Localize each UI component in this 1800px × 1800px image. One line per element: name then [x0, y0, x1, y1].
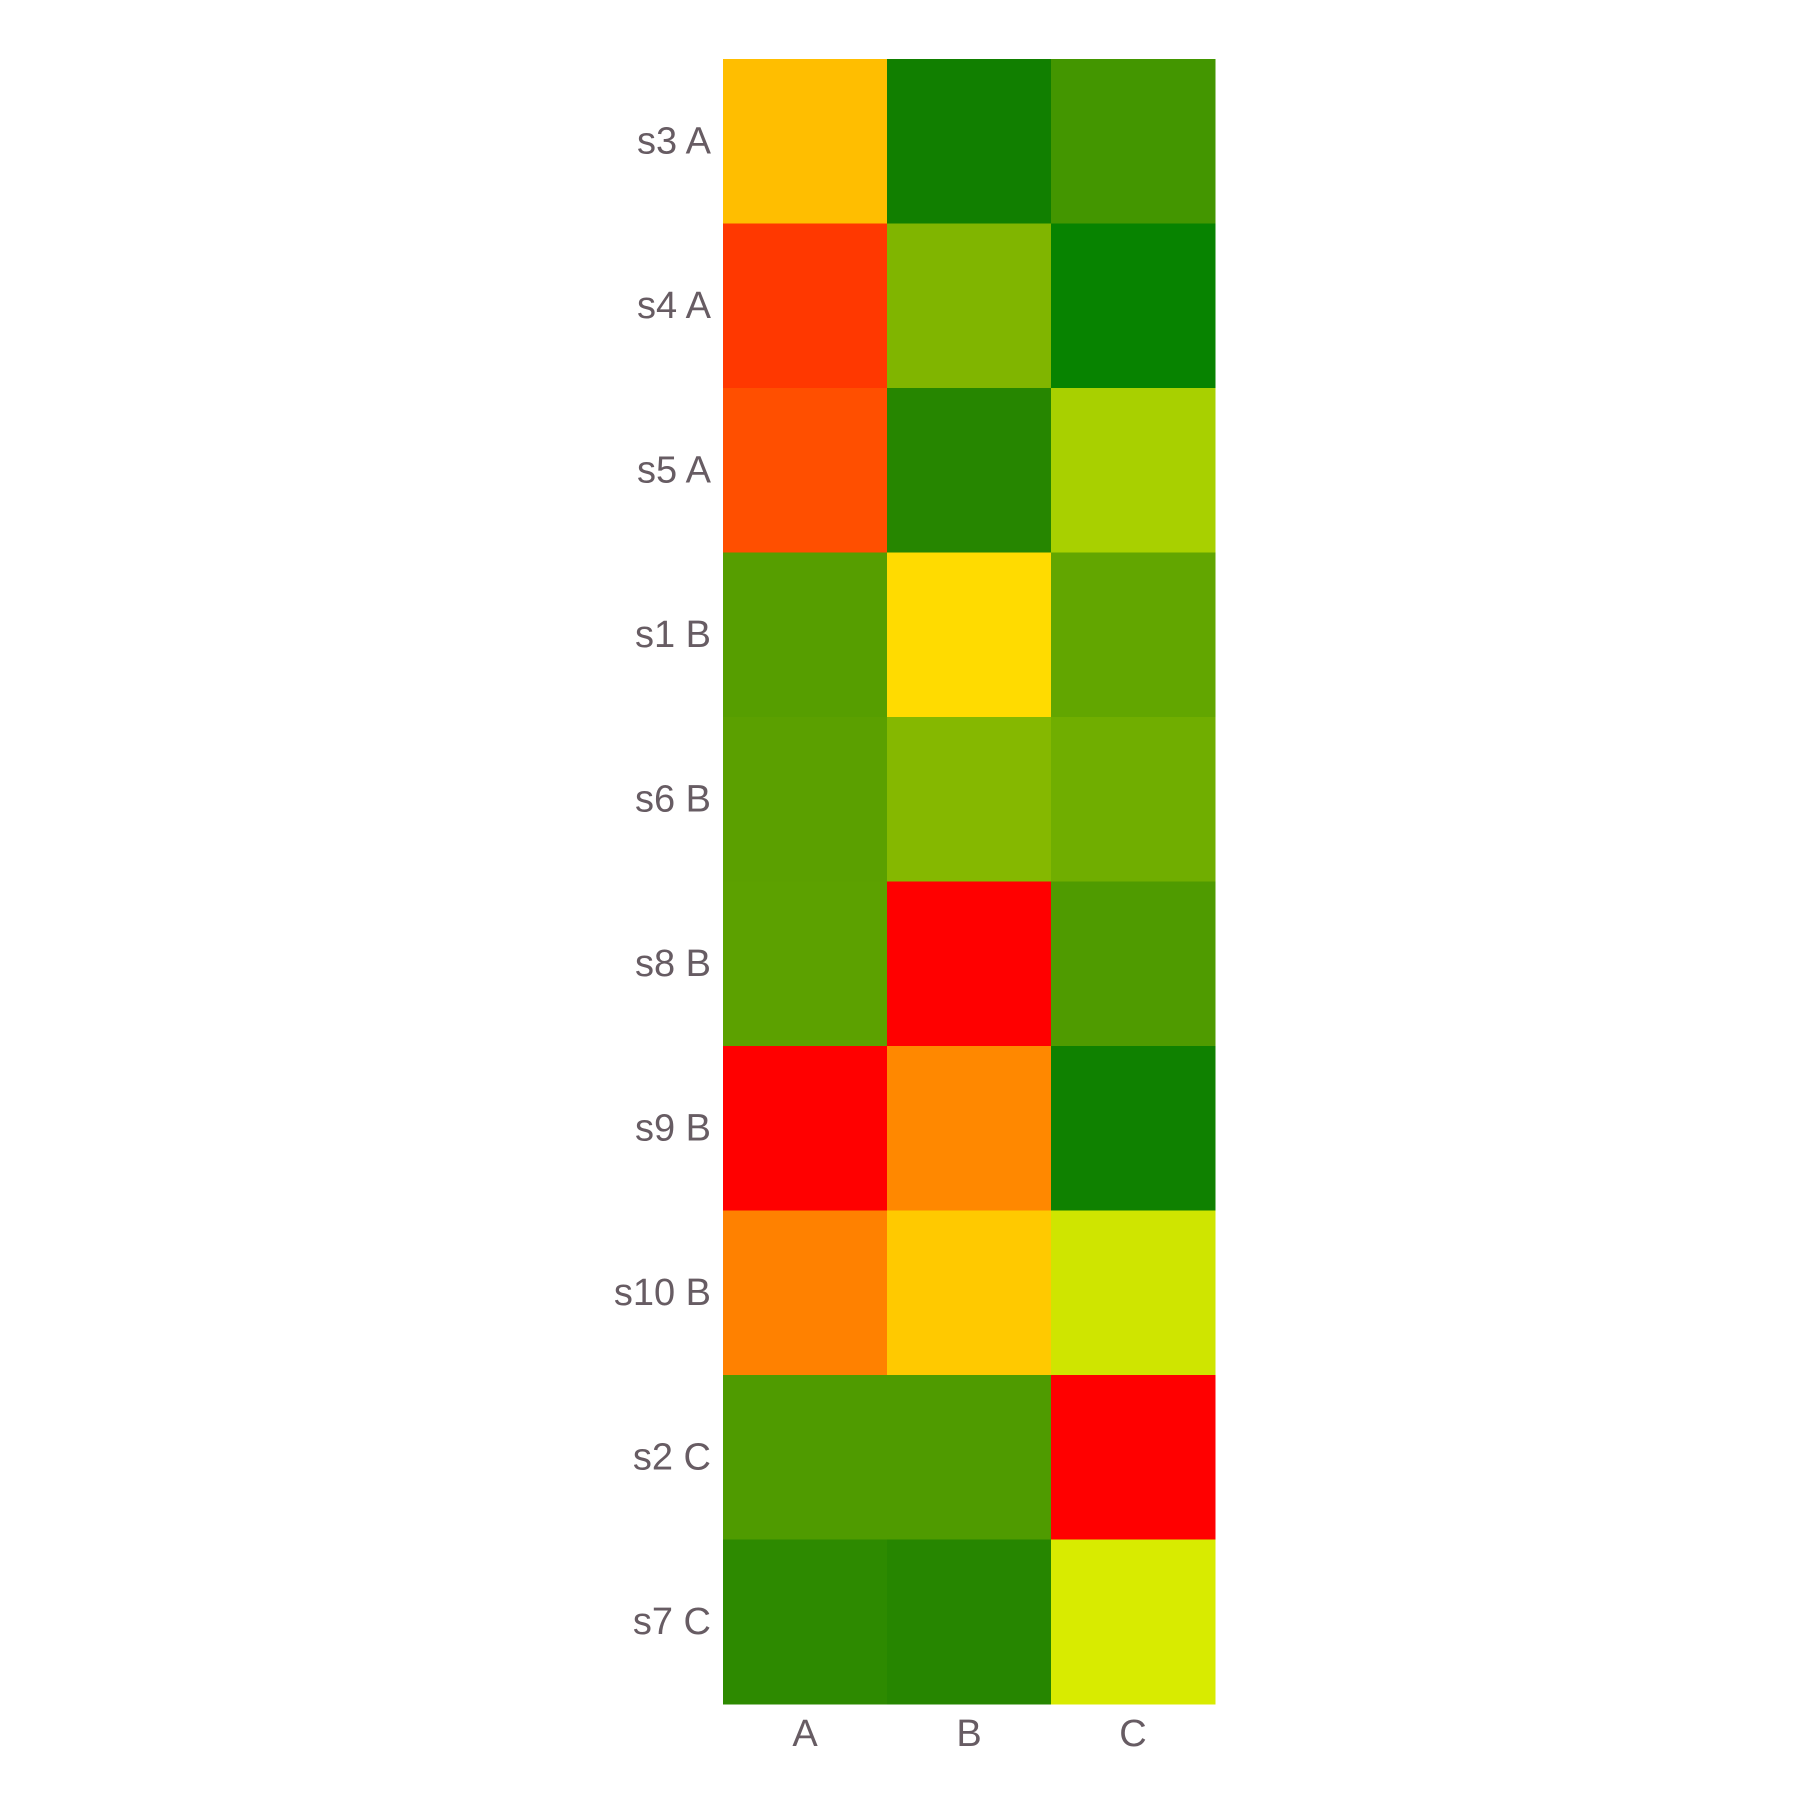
x-tick-label: B — [956, 1713, 981, 1755]
heatmap-cell-r1-c1 — [723, 59, 888, 224]
heatmap-cell-r6-c2 — [887, 881, 1052, 1047]
heatmap-cell-r3-c3 — [1051, 388, 1216, 553]
y-tick-label: s5 A — [637, 449, 712, 491]
heatmap-cell-r2-c3 — [1051, 223, 1216, 389]
heatmap-cell-r10-c1 — [723, 1539, 888, 1705]
y-tick-label: s6 B — [635, 778, 711, 820]
heatmap-cell-r8-c2 — [887, 1210, 1052, 1376]
x-tick-label: A — [792, 1713, 818, 1755]
heatmap-cell-r7-c2 — [887, 1046, 1052, 1211]
heatmap-cell-r5-c2 — [887, 717, 1052, 882]
heatmap-cell-r6-c3 — [1051, 881, 1216, 1047]
heatmap-cell-r5-c3 — [1051, 717, 1216, 882]
heatmap-cell-r7-c1 — [723, 1046, 888, 1211]
heatmap-cell-r7-c3 — [1051, 1046, 1216, 1211]
x-tick-label: C — [1119, 1713, 1146, 1755]
heatmap-cell-r3-c1 — [723, 388, 888, 553]
y-axis-tick-labels: s3 A s4 A s5 A s1 B s6 B s8 B s9 B s10 B s2 C s7 … — [614, 120, 712, 1643]
y-tick-label: s2 C — [633, 1436, 711, 1478]
y-tick-label: s7 C — [633, 1601, 711, 1643]
heatmap-cell-r10-c2 — [887, 1539, 1052, 1705]
heatmap-cell-r6-c1 — [723, 881, 888, 1047]
y-tick-label: s9 B — [635, 1107, 711, 1149]
heatmap-cell-r2-c2 — [887, 223, 1052, 389]
heatmap-cells — [723, 59, 1216, 1705]
heatmap-cell-r4-c3 — [1051, 552, 1216, 718]
x-axis-tick-labels: A B C — [792, 1713, 1146, 1755]
heatmap-cell-r1-c3 — [1051, 59, 1216, 224]
y-tick-label: s3 A — [637, 120, 712, 162]
heatmap-cell-r4-c2 — [887, 552, 1052, 718]
y-tick-label: s8 B — [635, 943, 711, 985]
y-tick-label: s1 B — [635, 614, 711, 656]
heatmap-cell-r8-c1 — [723, 1210, 888, 1376]
heatmap-cell-r2-c1 — [723, 223, 888, 389]
heatmap-cell-r3-c2 — [887, 388, 1052, 553]
heatmap-cell-r10-c3 — [1051, 1539, 1216, 1705]
y-tick-label: s10 B — [614, 1272, 711, 1314]
heatmap-cell-r8-c3 — [1051, 1210, 1216, 1376]
heatmap-cell-r9-c2 — [887, 1375, 1052, 1540]
heatmap-cell-r5-c1 — [723, 717, 888, 882]
heatmap-cell-r4-c1 — [723, 552, 888, 718]
y-tick-label: s4 A — [637, 285, 712, 327]
heatmap-cell-r9-c3 — [1051, 1375, 1216, 1540]
heatmap-cell-r9-c1 — [723, 1375, 888, 1540]
heatmap-cell-r1-c2 — [887, 59, 1052, 224]
